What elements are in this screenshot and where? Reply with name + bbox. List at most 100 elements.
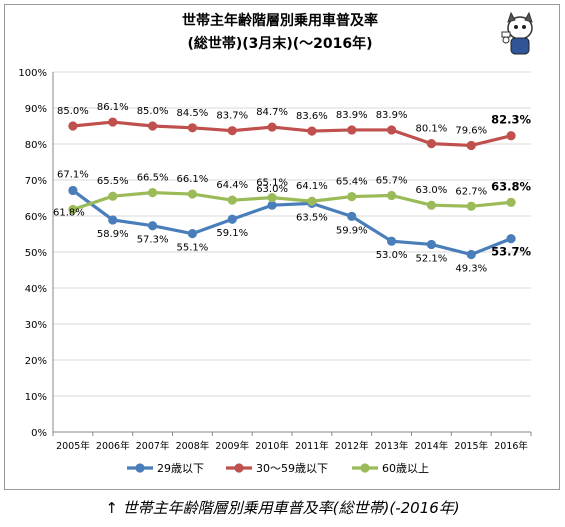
x-tick-label: 2006年: [96, 440, 130, 452]
data-point: [506, 234, 516, 244]
y-tick-label: 40%: [25, 284, 47, 295]
y-tick-label: 70%: [25, 176, 47, 187]
legend-marker: [234, 463, 244, 473]
data-point: [267, 122, 277, 132]
data-label: 57.3%: [137, 235, 169, 246]
data-point: [68, 185, 78, 196]
data-label: 55.1%: [177, 243, 209, 254]
legend-marker: [360, 463, 370, 473]
data-label: 52.1%: [416, 253, 448, 264]
data-label: 53.7%: [491, 245, 531, 259]
data-point: [386, 190, 397, 201]
data-point: [147, 121, 158, 131]
data-label: 84.7%: [256, 107, 288, 118]
data-point: [227, 214, 237, 224]
data-point: [307, 126, 317, 136]
y-tick-label: 10%: [25, 392, 47, 403]
data-point: [68, 204, 78, 215]
data-point: [227, 195, 237, 205]
x-tick-label: 2012年: [335, 440, 369, 452]
data-label: 65.1%: [256, 178, 288, 189]
data-label: 85.0%: [137, 106, 169, 117]
y-tick-label: 60%: [25, 212, 47, 223]
data-label: 64.4%: [216, 180, 248, 191]
data-point: [187, 189, 198, 199]
data-point: [506, 131, 516, 141]
data-point: [426, 139, 437, 149]
x-tick-label: 2014年: [415, 440, 449, 452]
data-label: 66.5%: [137, 173, 169, 184]
chart-frame: [4, 4, 560, 490]
legend-label: 30～59歳以下: [256, 462, 328, 475]
x-tick-label: 2005年: [56, 440, 90, 452]
series-line: [72, 120, 512, 148]
series-line: [72, 191, 512, 212]
data-label: 85.0%: [57, 106, 89, 117]
mascot-icon: [501, 11, 533, 55]
data-point: [108, 117, 118, 127]
x-tick-label: 2010年: [255, 440, 289, 452]
y-tick-label: 20%: [25, 356, 47, 367]
data-point: [227, 126, 237, 136]
data-label: 80.1%: [416, 124, 448, 135]
x-tick-label: 2009年: [215, 440, 249, 452]
data-label: 82.3%: [491, 113, 531, 127]
data-point: [108, 191, 118, 201]
data-label: 83.9%: [376, 110, 408, 121]
data-label: 84.5%: [177, 108, 209, 119]
data-label: 65.4%: [336, 177, 368, 188]
data-point: [147, 188, 158, 198]
data-point: [386, 236, 397, 246]
legend-label: 60歳以上: [382, 462, 429, 475]
series-line: [71, 189, 512, 257]
chart-title: 世帯主年齢階層別乗用車普及率: [182, 13, 378, 29]
data-label: 67.1%: [57, 169, 89, 180]
data-label: 79.6%: [455, 125, 487, 136]
data-label: 53.0%: [376, 250, 408, 261]
data-point: [267, 200, 277, 210]
data-label: 83.6%: [296, 111, 328, 122]
data-point: [426, 239, 437, 250]
data-point: [466, 140, 476, 151]
data-point: [426, 200, 437, 210]
x-tick-label: 2007年: [136, 440, 170, 452]
data-label: 83.7%: [216, 111, 248, 122]
data-label: 58.9%: [97, 229, 129, 240]
data-point: [267, 193, 277, 203]
data-label: 49.3%: [455, 264, 487, 275]
data-label: 64.1%: [296, 181, 328, 192]
figure-caption: ↑ 世帯主年齢階層別乗用車普及率(総世帯)(-2016年): [105, 499, 460, 517]
data-point: [307, 196, 317, 206]
x-tick-label: 2013年: [375, 440, 409, 452]
data-label: 63.0%: [416, 185, 448, 196]
x-tick-label: 2015年: [454, 440, 488, 452]
data-point: [386, 125, 397, 135]
y-tick-label: 90%: [25, 104, 47, 115]
data-point: [187, 229, 198, 239]
data-point: [108, 215, 118, 225]
data-label: 59.1%: [216, 228, 248, 239]
x-tick-label: 2008年: [176, 440, 210, 452]
y-tick-label: 100%: [18, 68, 47, 79]
legend-label: 29歳以下: [157, 462, 204, 475]
data-label: 65.5%: [97, 176, 129, 187]
data-point: [187, 123, 198, 133]
data-label: 63.8%: [491, 179, 531, 193]
x-tick-label: 2011年: [295, 440, 329, 452]
data-label: 63.0%: [256, 184, 288, 195]
data-label: 83.9%: [336, 110, 368, 121]
y-tick-label: 80%: [25, 140, 47, 151]
y-tick-label: 0%: [31, 428, 47, 439]
data-label: 65.7%: [376, 175, 408, 186]
data-point: [347, 191, 357, 202]
data-label: 63.5%: [296, 212, 328, 223]
data-label: 66.1%: [177, 174, 209, 185]
data-point: [147, 221, 158, 231]
y-tick-label: 50%: [25, 248, 47, 259]
chart-subtitle: (総世帯)(3月末)(～2016年): [187, 36, 373, 52]
data-label: 61.8%: [53, 208, 85, 219]
data-point: [347, 211, 357, 221]
data-point: [466, 201, 476, 211]
data-point: [68, 121, 78, 131]
